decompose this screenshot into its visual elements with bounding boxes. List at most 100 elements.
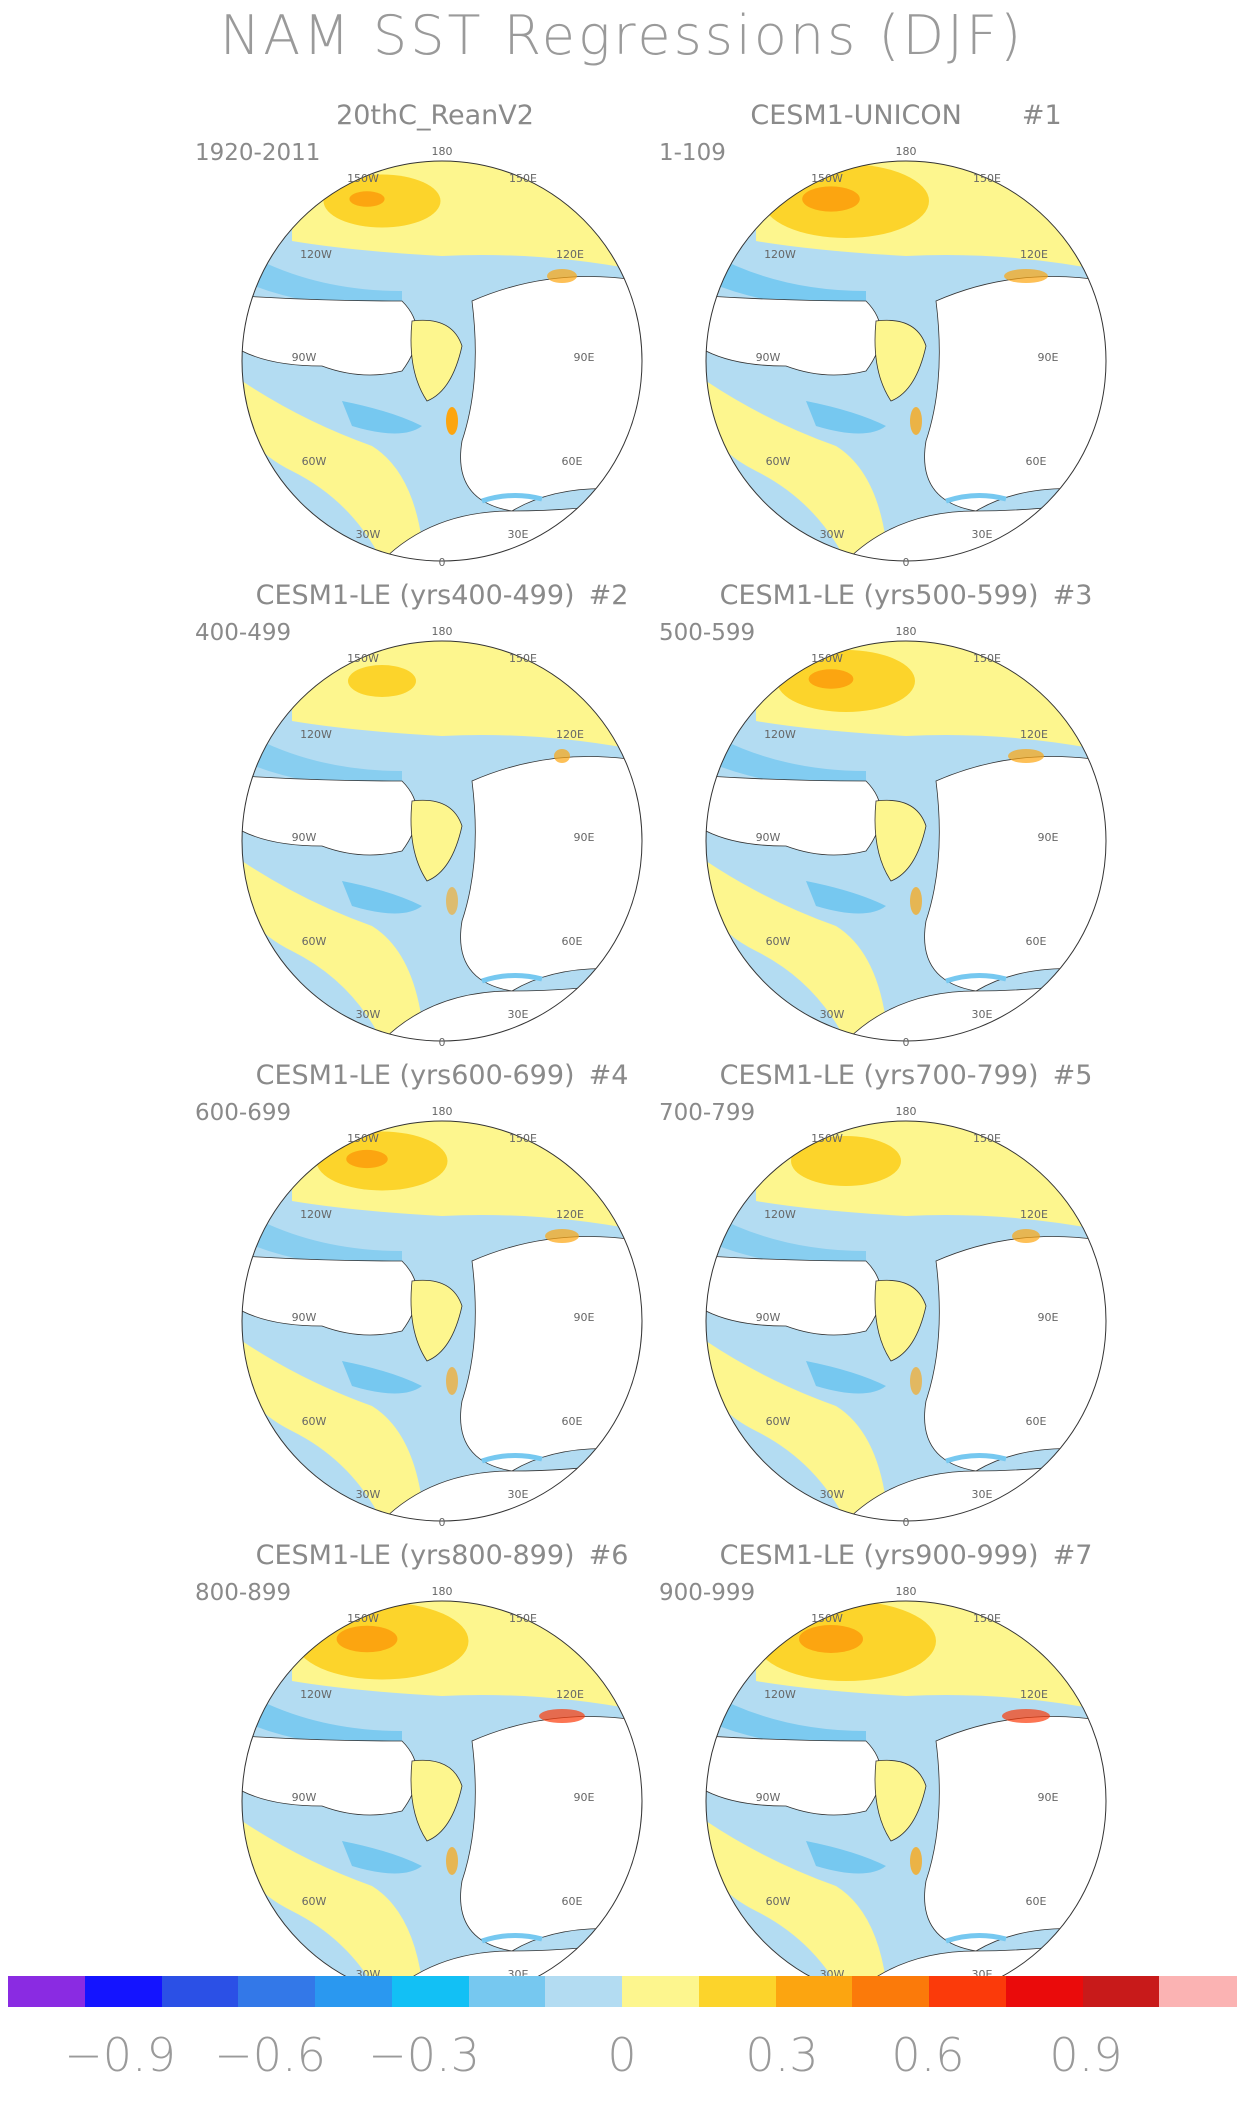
longitude-label-right: 90E <box>1038 351 1059 364</box>
map-boundary <box>705 1120 1107 1522</box>
longitude-label-lower-right: 60E <box>1026 455 1047 468</box>
longitude-label-upper-right: 120E <box>556 1208 584 1221</box>
longitude-label-bottom-left: 30W <box>820 1008 845 1021</box>
longitude-label-left: 90W <box>292 831 317 844</box>
longitude-label-top: 180 <box>432 1105 453 1118</box>
panel-title: CESM1-LE (yrs600-699) #4 <box>255 1060 629 1091</box>
colorbar-cell <box>238 1976 316 2007</box>
colorbar-cell <box>698 1976 776 2007</box>
longitude-label-bottom: 0 <box>439 556 446 569</box>
longitude-label-upper-right: 120E <box>556 248 584 261</box>
map-boundary <box>705 640 1107 1042</box>
longitude-label-upper-right: 120E <box>1020 248 1048 261</box>
colorbar-cell <box>852 1976 930 2007</box>
longitude-label-top: 180 <box>896 625 917 638</box>
longitude-label-right: 90E <box>574 351 595 364</box>
map-panel-3: 180 150W 150E 120W 120E 90W 90E 60W 60E 30W 30E 0 C… <box>636 580 1176 1050</box>
period-label: 800-899 <box>195 1580 292 1606</box>
longitude-label-right: 90E <box>574 1791 595 1804</box>
longitude-label-bottom: 0 <box>439 1036 446 1049</box>
longitude-label-upper-left: 120W <box>764 1688 796 1701</box>
longitude-label-right: 90E <box>1038 1791 1059 1804</box>
colorbar-cell <box>391 1976 469 2007</box>
sst-field <box>706 161 1106 561</box>
longitude-label-upper-left: 120W <box>300 1688 332 1701</box>
longitude-label-lower-right: 60E <box>1026 1415 1047 1428</box>
longitude-label-bottom-right: 30E <box>508 1488 529 1501</box>
longitude-label-bottom-left: 30W <box>356 1008 381 1021</box>
longitude-label-lower-right: 60E <box>562 1895 583 1908</box>
panel-title: CESM1-LE (yrs500-599) #3 <box>719 580 1093 611</box>
period-label: 1920-2011 <box>195 140 321 166</box>
longitude-label-left: 90W <box>292 1791 317 1804</box>
longitude-label-bottom-left: 30W <box>820 1488 845 1501</box>
longitude-label-top-right: 150E <box>509 172 537 185</box>
sst-field <box>242 1601 642 2001</box>
longitude-label-lower-right: 60E <box>1026 935 1047 948</box>
longitude-label-lower-left: 60W <box>766 935 791 948</box>
longitude-label-upper-left: 120W <box>300 1208 332 1221</box>
longitude-label-upper-right: 120E <box>556 728 584 741</box>
longitude-label-top-left: 150W <box>347 172 379 185</box>
figure-title: NAM SST Regressions (DJF) <box>219 4 1025 67</box>
map-boundary <box>241 160 643 562</box>
panel-title: CESM1-UNICON #1 <box>750 100 1062 131</box>
longitude-label-top-right: 150E <box>509 1612 537 1625</box>
longitude-label-lower-right: 60E <box>562 1415 583 1428</box>
longitude-label-upper-right: 120E <box>556 1688 584 1701</box>
colorbar-cell <box>545 1976 623 2007</box>
longitude-label-top-left: 150W <box>811 652 843 665</box>
longitude-label-upper-right: 120E <box>1020 1688 1048 1701</box>
longitude-label-upper-right: 120E <box>1020 728 1048 741</box>
map-panel-5: 180 150W 150E 120W 120E 90W 90E 60W 60E 30W 30E 0 C… <box>636 1060 1176 1530</box>
colorbar-cell <box>468 1976 546 2007</box>
longitude-label-lower-right: 60E <box>562 455 583 468</box>
longitude-label-bottom-left: 30W <box>356 1488 381 1501</box>
longitude-label-top-left: 150W <box>347 1132 379 1145</box>
longitude-label-lower-left: 60W <box>766 1895 791 1908</box>
longitude-label-top-right: 150E <box>973 1612 1001 1625</box>
panel-title: CESM1-LE (yrs700-799) #5 <box>719 1060 1093 1091</box>
longitude-label-left: 90W <box>292 351 317 364</box>
map-panel-1: 180 150W 150E 120W 120E 90W 90E 60W 60E 30W 30E 0 C… <box>636 100 1176 570</box>
longitude-label-lower-left: 60W <box>766 1415 791 1428</box>
longitude-label-right: 90E <box>574 1311 595 1324</box>
longitude-label-top-left: 150W <box>347 1612 379 1625</box>
colorbar-cell <box>1005 1976 1083 2007</box>
colorbar-cell <box>84 1976 162 2007</box>
longitude-label-bottom: 0 <box>903 556 910 569</box>
longitude-label-bottom-right: 30E <box>972 1008 993 1021</box>
panel-title: 20thC_ReanV2 <box>336 100 534 131</box>
longitude-label-lower-left: 60W <box>302 935 327 948</box>
longitude-label-upper-left: 120W <box>300 728 332 741</box>
longitude-label-top-left: 150W <box>811 1132 843 1145</box>
longitude-label-top-right: 150E <box>509 652 537 665</box>
period-label: 400-499 <box>195 620 292 646</box>
longitude-label-bottom-left: 30W <box>820 528 845 541</box>
longitude-label-left: 90W <box>292 1311 317 1324</box>
longitude-label-bottom-right: 30E <box>508 1008 529 1021</box>
longitude-label-bottom-right: 30E <box>972 1488 993 1501</box>
sst-field <box>706 1601 1106 2001</box>
period-label: 700-799 <box>659 1100 756 1126</box>
colorbar-cell <box>1082 1976 1160 2007</box>
colorbar-cell <box>1159 1976 1237 2007</box>
longitude-label-lower-right: 60E <box>562 935 583 948</box>
colorbar-cell <box>161 1976 239 2007</box>
longitude-label-top-left: 150W <box>347 652 379 665</box>
colorbar-cell <box>8 1976 86 2007</box>
longitude-label-top-right: 150E <box>973 652 1001 665</box>
sst-field <box>242 161 642 561</box>
period-label: 500-599 <box>659 620 756 646</box>
longitude-label-bottom-right: 30E <box>508 528 529 541</box>
map-boundary <box>241 640 643 1042</box>
period-label: 1-109 <box>659 140 726 166</box>
longitude-label-bottom: 0 <box>903 1516 910 1529</box>
